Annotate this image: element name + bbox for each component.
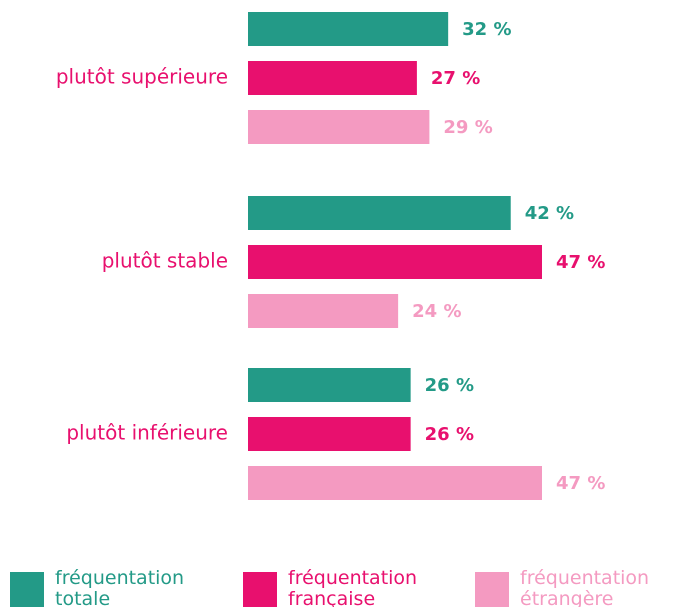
value-label: 32 % xyxy=(462,19,511,40)
value-label: 26 % xyxy=(425,424,474,445)
legend-swatch xyxy=(475,572,509,607)
legend-swatch xyxy=(10,572,44,607)
value-label: 47 % xyxy=(556,473,605,494)
value-label: 24 % xyxy=(412,301,461,322)
bar xyxy=(248,466,542,500)
bar xyxy=(248,417,411,451)
bar xyxy=(248,368,411,402)
value-label: 26 % xyxy=(425,375,474,396)
legend-label: fréquentation française xyxy=(288,567,417,607)
bar xyxy=(248,110,430,144)
bar xyxy=(248,294,399,328)
value-label: 29 % xyxy=(443,117,492,138)
legend-swatch xyxy=(243,572,277,607)
bar xyxy=(248,12,449,46)
bar xyxy=(248,61,417,95)
category-label: plutôt supérieure xyxy=(56,65,228,89)
category-label: plutôt stable xyxy=(102,249,228,273)
value-label: 47 % xyxy=(556,252,605,273)
category-label: plutôt inférieure xyxy=(66,421,228,445)
value-label: 27 % xyxy=(431,68,480,89)
legend-label: fréquentation totale xyxy=(55,567,184,607)
bar xyxy=(248,196,511,230)
value-label: 42 % xyxy=(525,203,574,224)
legend-label: fréquentation étrangère xyxy=(520,567,649,607)
bar xyxy=(248,245,542,279)
